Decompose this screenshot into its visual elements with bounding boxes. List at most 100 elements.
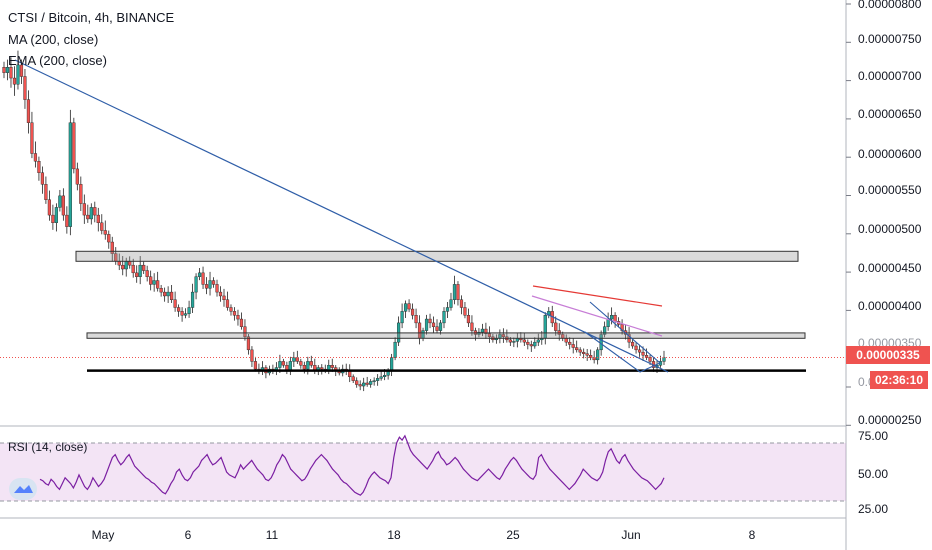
candle-body [306,361,310,370]
bar-countdown-tag: 02:36:10 [870,371,928,389]
candle-body [281,361,285,366]
candle-body [435,326,439,331]
candle-body [124,261,128,270]
candle-body [376,378,380,381]
candle-body [309,361,313,366]
candle-body [452,284,457,300]
candle-body [47,199,51,216]
candle-body [93,207,97,216]
candle-body [487,333,491,337]
purple-trendline [531,295,663,337]
candle-body [163,291,167,297]
candle-body [82,203,86,216]
red-trendline [532,285,663,307]
candle-body [571,344,575,348]
candle-body [568,341,572,345]
candle-body [299,361,303,366]
candle-body [480,328,485,333]
candle-body [431,322,436,327]
candle-body [229,307,233,312]
candle-body [596,349,600,361]
last-price-tag: 0.00000335 [846,346,930,364]
price-label: 0.00000700 [858,69,922,83]
candle-body [72,122,76,170]
candle-body [2,67,6,73]
time-label: 8 [748,528,756,542]
rsi-line [39,434,665,496]
candle-body [603,326,607,335]
candle-body [613,315,617,322]
candle-body [589,355,593,358]
time-label: May [91,528,115,542]
candle-body [201,272,205,285]
candle-body [372,380,376,382]
candle-body [407,303,411,310]
ma-indicator-label[interactable]: MA (200, close) [8,32,99,47]
time-label: Jun [621,528,641,542]
candle-body [253,361,258,370]
candle-body [51,214,55,224]
candle-body [68,122,72,227]
chart-title: CTSI / Bitcoin, 4h, BINANCE [8,10,175,25]
price-label: 0.00000800 [858,0,922,11]
candle-body [501,334,505,337]
candle-body [33,153,38,162]
candle-body [575,347,579,351]
candle-body [466,315,471,324]
candle-body [156,280,160,289]
resistance-zone [75,250,799,262]
candle-body [40,172,45,185]
candle-body [362,382,366,387]
price-label: 0.00000500 [858,222,922,236]
candle-body [37,160,41,173]
candle-body [5,67,10,73]
candle-body [128,261,132,266]
candle-body [582,351,586,354]
tradingview-logo-icon[interactable] [9,478,37,500]
rsi-title[interactable]: RSI (14, close) [8,440,88,454]
candle-body [445,307,450,312]
candle-body [365,382,369,385]
candle-body [522,339,526,343]
candle-body [403,303,408,312]
candle-body [211,280,216,285]
candle-body [142,264,146,271]
candle-body [190,291,195,308]
candle-body [89,207,93,220]
time-label: 18 [387,528,401,542]
candle-body [243,326,247,337]
candle-body [459,299,464,308]
price-label: 0.00000600 [858,147,922,161]
candle-body [449,299,453,308]
candle-body [117,261,121,266]
candle-body [16,64,20,85]
time-label: 11 [265,528,279,542]
candle-body [225,299,230,308]
candle-body [508,339,512,343]
candle-body [44,184,48,200]
candle-body [390,357,394,371]
candle-body [131,264,135,274]
candle-body [121,264,125,270]
descending-trendline [14,59,669,373]
candle-body [578,349,582,353]
candle-body [79,184,83,204]
candle-body [463,307,467,316]
candle-body [610,315,614,320]
candle-body [554,322,558,331]
candle-body [302,365,306,370]
candle-body [222,295,226,301]
candle-body [61,195,65,216]
candle-body [187,307,191,314]
candle-body [218,291,223,297]
candle-body [145,270,149,277]
candle-body [170,291,174,301]
candle-body [75,168,79,185]
candle-body [526,341,530,345]
candle-body [86,214,90,220]
candle-body [110,241,114,254]
candle-body [369,381,373,385]
ema-indicator-label[interactable]: EMA (200, close) [8,53,107,68]
candle-body [641,351,645,356]
